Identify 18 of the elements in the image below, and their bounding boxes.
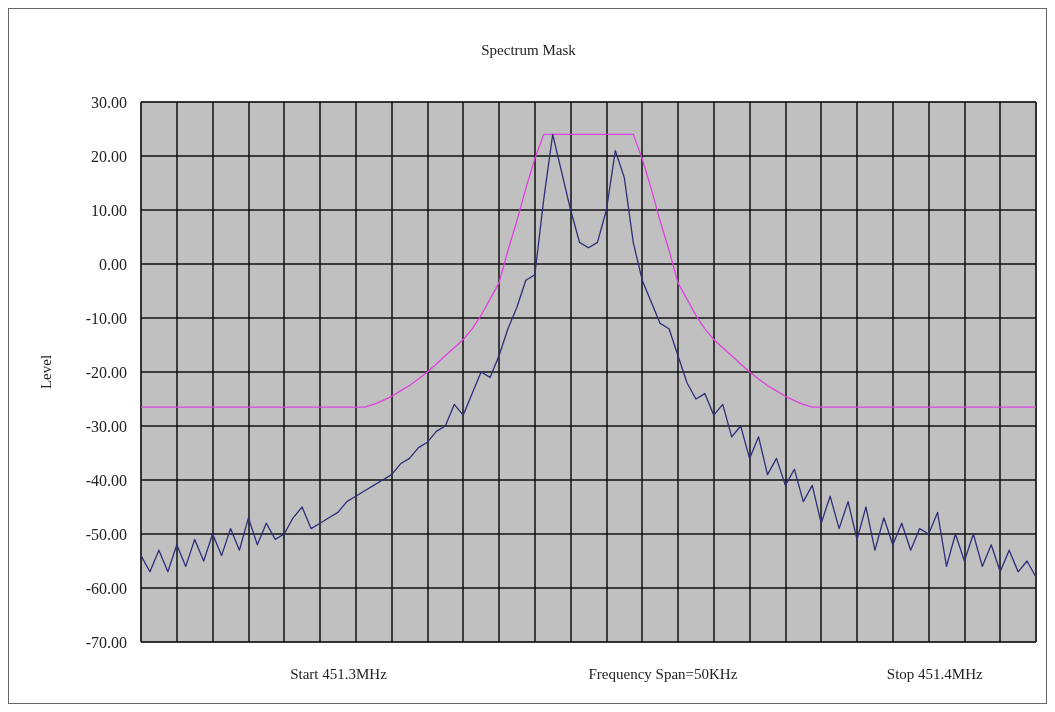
line-series — [140, 133, 1037, 408]
y-tick-label: -70.00 — [85, 633, 127, 651]
y-tick-label: 30.00 — [91, 93, 127, 111]
text: Frequency Span=50KHz — [588, 665, 738, 682]
y-tick-label: 0.00 — [99, 255, 127, 273]
y-tick-label: 10.00 — [91, 201, 127, 219]
text: Start 451.3MHz — [290, 665, 388, 682]
text: Stop 451.4MHz — [886, 665, 984, 682]
y-tick-label: 20.00 — [91, 147, 127, 165]
y-tick-label: -30.00 — [85, 417, 127, 435]
y-tick-label: -40.00 — [85, 471, 127, 489]
y-tick-label: -20.00 — [85, 363, 127, 381]
y-tick-label: -10.00 — [85, 309, 127, 327]
y-tick-label: -60.00 — [85, 579, 127, 597]
chart-title: Spectrum Mask — [481, 41, 577, 58]
line-series — [140, 133, 1037, 578]
y-tick-label: -50.00 — [85, 525, 127, 543]
y-axis-title: Level — [37, 354, 54, 390]
